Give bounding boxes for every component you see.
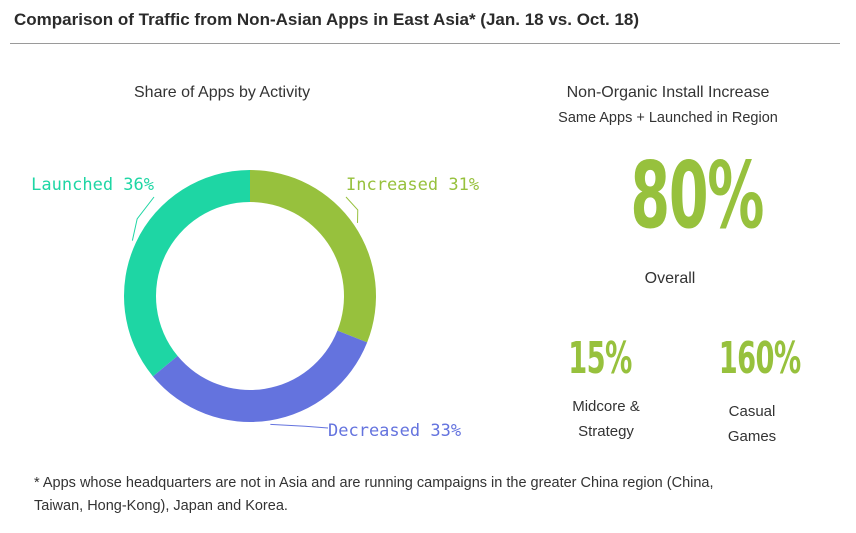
midcore-increase-label: Midcore & Strategy: [546, 394, 666, 444]
footnote-line2: Taiwan, Hong-Kong), Japan and Korea.: [34, 498, 288, 514]
donut-label-launched: Launched 36%: [31, 175, 154, 195]
casual-increase-value: 160%: [718, 333, 801, 384]
casual-label-line2: Games: [727, 428, 777, 445]
page-title: Comparison of Traffic from Non-Asian App…: [14, 10, 640, 29]
footnote: * Apps whose headquarters are not in Asi…: [34, 472, 814, 518]
donut-label-decreased: Decreased 33%: [328, 421, 461, 441]
footnote-line1: * Apps whose headquarters are not in Asi…: [34, 475, 714, 491]
donut-chart-title: Share of Apps by Activity: [134, 84, 311, 101]
donut-leader-launched: [131, 196, 155, 241]
donut-label-increased: Increased 31%: [346, 175, 479, 195]
stats-subtitle: Same Apps + Launched in Region: [558, 110, 778, 126]
overall-increase-value: 80%: [630, 142, 764, 249]
overall-increase-label: Overall: [644, 270, 696, 287]
donut-chart: Increased 31% Decreased 33% Launched 36%: [31, 170, 479, 441]
stats-title: Non-Organic Install Increase: [566, 84, 770, 101]
midcore-increase-value: 15%: [568, 333, 632, 384]
donut-leader-decreased: [270, 423, 329, 429]
donut-slice-launched: [123, 170, 250, 377]
donut-slice-decreased: [152, 330, 368, 423]
midcore-label-line2: Strategy: [578, 423, 634, 440]
casual-increase-label: Casual Games: [692, 399, 812, 449]
midcore-label-line1: Midcore &: [572, 398, 640, 415]
donut-slice-increased: [250, 170, 376, 343]
donut-leader-increased: [345, 196, 359, 223]
casual-label-line1: Casual: [728, 403, 776, 420]
title-divider: [10, 43, 840, 44]
